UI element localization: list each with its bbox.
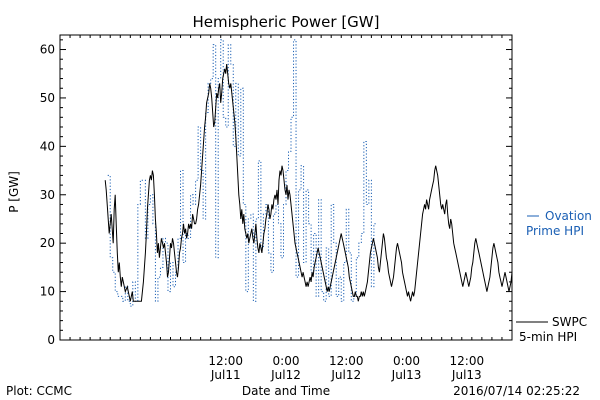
y-tick-label: 10 bbox=[40, 285, 55, 299]
x-tick-date-label: Jul11 bbox=[210, 368, 241, 382]
legend-ovation-label-2: Prime HPI bbox=[526, 224, 584, 238]
x-tick-time-label: 12:00 bbox=[450, 354, 485, 368]
legend-swpc-label-1: SWPC bbox=[552, 315, 587, 329]
legend-swpc-label-2: 5-min HPI bbox=[519, 330, 577, 344]
x-axis-label: Date and Time bbox=[242, 384, 330, 398]
y-axis-label: P [GW] bbox=[7, 171, 21, 213]
y-tick-label: 50 bbox=[40, 91, 55, 105]
x-tick-date-label: Jul13 bbox=[391, 368, 422, 382]
x-tick-time-label: 12:00 bbox=[329, 354, 364, 368]
plot-frame bbox=[59, 34, 513, 341]
x-tick-time-label: 0:00 bbox=[393, 354, 420, 368]
series-ovation-prime-hpi-line bbox=[107, 39, 377, 307]
footer-timestamp: 2016/07/14 02:25:22 bbox=[453, 384, 580, 398]
y-ticks: 0 10 20 30 40 50 60 bbox=[40, 39, 512, 347]
chart-title: Hemispheric Power [GW] bbox=[193, 13, 380, 31]
series-layer bbox=[104, 39, 512, 307]
x-tick-date-label: Jul12 bbox=[330, 368, 361, 382]
legend: Ovation Prime HPI SWPC 5-min HPI bbox=[516, 209, 592, 344]
legend-ovation-label-1: Ovation bbox=[545, 209, 592, 223]
x-tick-time-label: 12:00 bbox=[208, 354, 243, 368]
plot-border bbox=[59, 34, 513, 341]
y-tick-label: 0 bbox=[47, 333, 55, 347]
y-tick-label: 30 bbox=[40, 188, 55, 202]
x-tick-time-label: 0:00 bbox=[273, 354, 300, 368]
x-ticks: 12:00Jul110:00Jul1212:00Jul120:00Jul1312… bbox=[59, 35, 513, 382]
x-tick-date-label: Jul13 bbox=[451, 368, 482, 382]
series-swpc-hpi-line bbox=[104, 63, 512, 302]
y-tick-label: 20 bbox=[40, 236, 55, 250]
footer-plot-credit: Plot: CCMC bbox=[6, 384, 72, 398]
y-tick-label: 60 bbox=[40, 43, 55, 57]
x-tick-date-label: Jul12 bbox=[270, 368, 301, 382]
y-tick-label: 40 bbox=[40, 139, 55, 153]
